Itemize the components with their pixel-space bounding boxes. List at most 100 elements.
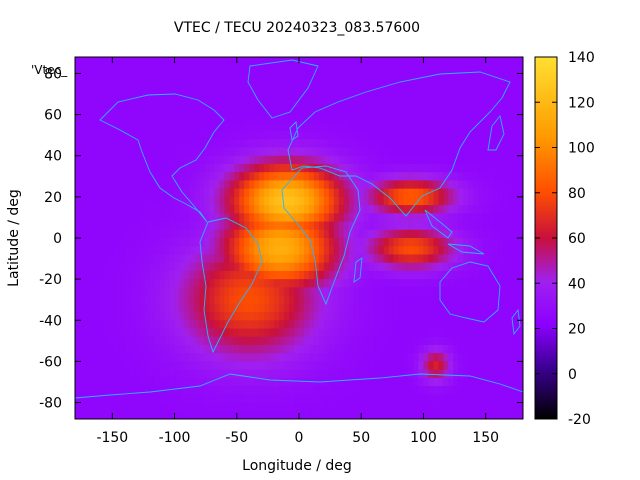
heatmap-cell — [169, 65, 176, 75]
heatmap-cell — [478, 213, 484, 223]
heatmap-cell — [259, 147, 265, 157]
heatmap-cell — [493, 402, 499, 412]
heatmap-cell — [109, 353, 116, 363]
heatmap-cell — [338, 229, 345, 239]
heatmap-cell — [463, 98, 469, 107]
heatmap-cell — [84, 369, 91, 379]
heatmap-cell — [373, 402, 380, 412]
heatmap-cell — [274, 188, 280, 198]
heatmap-cell — [169, 163, 176, 173]
heatmap-cell — [174, 386, 181, 395]
heatmap-cell — [229, 205, 235, 214]
heatmap-cell — [488, 163, 494, 173]
heatmap-cell — [139, 410, 146, 419]
heatmap-cell — [453, 361, 459, 371]
heatmap-cell — [139, 73, 146, 83]
heatmap-cell — [308, 147, 315, 157]
heatmap-cell — [383, 262, 390, 272]
heatmap-cell — [488, 295, 494, 305]
heatmap-cell — [483, 89, 489, 99]
heatmap-cell — [279, 221, 285, 231]
heatmap-cell — [289, 131, 295, 140]
heatmap-cell — [194, 336, 201, 346]
heatmap-cell — [433, 188, 439, 198]
heatmap-cell — [109, 270, 116, 280]
heatmap-cell — [144, 155, 151, 165]
heatmap-cell — [478, 410, 484, 419]
heatmap-cell — [94, 122, 101, 132]
heatmap-cell — [164, 254, 171, 264]
heatmap-cell — [229, 221, 235, 231]
heatmap-cell — [303, 402, 310, 412]
heatmap-cell — [358, 188, 365, 198]
heatmap-cell — [468, 98, 474, 107]
heatmap-cell — [408, 262, 415, 272]
heatmap-cell — [194, 147, 201, 157]
heatmap-cell — [189, 246, 196, 256]
heatmap-cell — [338, 172, 345, 182]
heatmap-cell — [289, 57, 295, 66]
heatmap-cell — [478, 254, 484, 264]
heatmap-cell — [144, 122, 151, 132]
heatmap-cell — [388, 89, 395, 99]
heatmap-cell — [373, 295, 380, 305]
heatmap-cell — [279, 369, 285, 379]
heatmap-cell — [204, 279, 210, 288]
heatmap-cell — [144, 89, 151, 99]
heatmap-cell — [328, 98, 335, 107]
heatmap-cell — [149, 312, 156, 321]
heatmap-cell — [159, 254, 166, 264]
heatmap-cell — [403, 369, 410, 379]
heatmap-cell — [388, 57, 395, 66]
heatmap-cell — [269, 402, 275, 412]
heatmap-cell — [483, 180, 489, 190]
heatmap-cell — [393, 238, 400, 247]
heatmap-cell — [99, 163, 106, 173]
heatmap-cell — [114, 131, 121, 140]
heatmap-cell — [333, 180, 340, 190]
heatmap-cell — [508, 205, 514, 214]
heatmap-cell — [174, 65, 181, 75]
heatmap-cell — [413, 73, 420, 83]
heatmap-cell — [144, 57, 151, 66]
heatmap-cell — [109, 188, 116, 198]
heatmap-cell — [318, 172, 325, 182]
heatmap-cell — [433, 106, 439, 116]
heatmap-cell — [378, 131, 385, 140]
heatmap-cell — [303, 361, 310, 371]
heatmap-cell — [269, 98, 275, 107]
heatmap-cell — [89, 320, 96, 330]
heatmap-cell — [333, 221, 340, 231]
heatmap-cell — [149, 394, 156, 404]
heatmap-cell — [219, 254, 225, 264]
heatmap-cell — [229, 155, 235, 165]
heatmap-cell — [343, 205, 350, 214]
heatmap-cell — [229, 377, 235, 387]
heatmap-cell — [249, 262, 255, 272]
heatmap-cell — [503, 361, 509, 371]
heatmap-cell — [513, 205, 519, 214]
heatmap-cell — [219, 303, 225, 313]
heatmap-cell — [254, 81, 260, 91]
heatmap-cell — [154, 410, 161, 419]
heatmap-cell — [423, 402, 430, 412]
heatmap-cell — [229, 229, 235, 239]
heatmap-cell — [373, 122, 380, 132]
heatmap-cell — [209, 155, 215, 165]
heatmap-cell — [254, 106, 260, 116]
heatmap-cell — [353, 205, 360, 214]
heatmap-cell — [463, 147, 469, 157]
heatmap-cell — [398, 353, 405, 363]
heatmap-cell — [363, 295, 370, 305]
heatmap-cell — [328, 172, 335, 182]
heatmap-cell — [468, 213, 474, 223]
heatmap-cell — [438, 344, 444, 354]
heatmap-cell — [498, 180, 504, 190]
heatmap-cell — [124, 131, 131, 140]
heatmap-cell — [508, 89, 514, 99]
heatmap-cell — [398, 254, 405, 264]
heatmap-cell — [458, 139, 464, 149]
heatmap-cell — [448, 353, 454, 363]
heatmap-cell — [89, 402, 96, 412]
heatmap-cell — [428, 279, 434, 288]
